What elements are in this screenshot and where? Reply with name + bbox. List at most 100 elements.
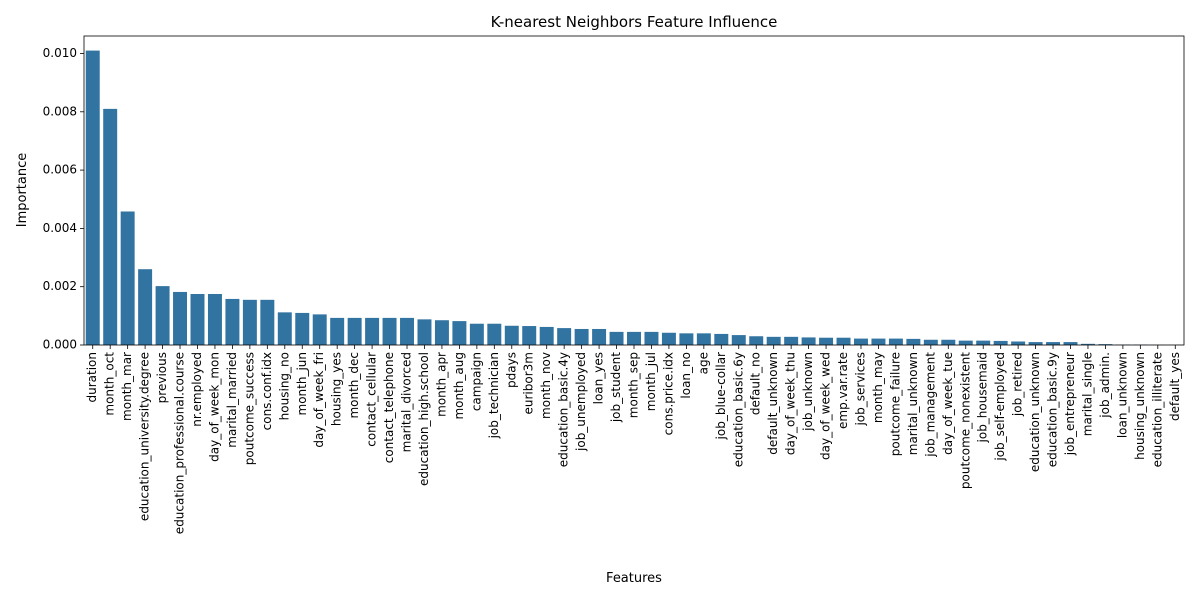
x-tick-label: nr.employed — [190, 352, 204, 427]
bar-cons.price.idx — [662, 333, 676, 345]
x-tick-label: month_oct — [103, 352, 117, 416]
bar-job_unemployed — [575, 329, 589, 345]
bar-poutcome_nonexistent — [959, 341, 973, 345]
x-tick-label: emp.var.rate — [836, 352, 850, 429]
x-tick-label: education_illiterate — [1150, 352, 1164, 467]
x-tick-label: day_of_week_thu — [784, 352, 798, 455]
x-tick-label: housing_yes — [330, 352, 344, 426]
x-tick-label: job_self-employed — [993, 352, 1007, 462]
x-tick-label: job_retired — [1011, 352, 1025, 417]
bar-education_basic.4y — [557, 328, 571, 345]
x-tick-label: cons.conf.idx — [260, 352, 274, 430]
x-tick-label: marital_divorced — [400, 352, 414, 452]
bar-month_jul — [644, 332, 658, 345]
y-axis-label: Importance — [15, 153, 30, 228]
x-tick-label: job_unknown — [801, 352, 815, 432]
bar-duration — [86, 51, 100, 345]
x-tick-label: job_housemaid — [976, 352, 990, 443]
x-tick-label: job_blue-collar — [714, 352, 728, 441]
x-tick-label: month_sep — [627, 352, 641, 418]
x-tick-label: duration — [85, 352, 99, 403]
x-tick-label: campaign — [469, 352, 483, 411]
bar-pdays — [505, 326, 519, 345]
x-tick-label: month_may — [871, 352, 885, 423]
x-tick-label: education_unknown — [1028, 352, 1042, 472]
x-tick-label: education_basic.4y — [557, 352, 571, 467]
bar-month_apr — [435, 320, 449, 345]
bar-day_of_week_wed — [819, 338, 833, 345]
x-tick-label: month_aug — [452, 352, 466, 420]
bar-job_management — [924, 340, 938, 345]
x-tick-label: month_apr — [434, 352, 448, 417]
bar-education_university.degree — [138, 269, 152, 345]
bar-month_aug — [452, 321, 466, 345]
bar-loan_no — [679, 333, 693, 345]
x-tick-label: education_university.degree — [138, 352, 152, 521]
bar-education_basic.9y — [1046, 342, 1060, 345]
x-tick-label: education_high.school — [417, 352, 431, 486]
bar-marital_divorced — [400, 318, 414, 345]
bar-education_professional.course — [173, 292, 187, 345]
bar-month_dec — [348, 318, 362, 345]
bar-education_unknown — [1029, 342, 1043, 345]
bar-age — [697, 333, 711, 345]
x-tick-label: job_technician — [487, 352, 501, 439]
bar-month_mar — [121, 211, 135, 345]
bar-default_unknown — [767, 337, 781, 345]
x-tick-label: age — [696, 352, 710, 374]
x-tick-label: month_jun — [295, 352, 309, 416]
y-tick-label: 0.010 — [43, 46, 77, 60]
bar-job_technician — [487, 324, 501, 345]
x-tick-label: day_of_week_wed — [819, 352, 833, 460]
bar-cons.conf.idx — [260, 300, 274, 345]
y-tick-label: 0.008 — [43, 104, 77, 118]
bar-day_of_week_thu — [784, 337, 798, 345]
x-tick-label: job_unemployed — [574, 352, 588, 452]
x-tick-label: month_mar — [120, 352, 134, 421]
bar-month_sep — [627, 332, 641, 345]
bar-nr.employed — [191, 294, 205, 345]
bar-euribor3m — [522, 326, 536, 345]
bar-contact_telephone — [383, 318, 397, 345]
x-tick-label: job_management — [923, 352, 937, 458]
bar-emp.var.rate — [837, 338, 851, 345]
x-tick-label: marital_unknown — [906, 352, 920, 455]
x-tick-label: loan_no — [679, 352, 693, 399]
bar-job_entrepreneur — [1064, 342, 1078, 345]
x-tick-label: housing_unknown — [1133, 352, 1147, 460]
x-tick-label: previous — [155, 352, 169, 403]
bar-job_services — [854, 339, 868, 345]
x-tick-label: default_no — [749, 352, 763, 415]
x-tick-label: contact_telephone — [382, 352, 396, 463]
x-tick-label: default_unknown — [766, 352, 780, 455]
x-tick-label: default_yes — [1168, 352, 1182, 421]
x-tick-label: job_admin. — [1098, 352, 1112, 419]
bar-month_may — [871, 339, 885, 345]
plot-frame — [84, 36, 1184, 345]
x-tick-label: contact_cellular — [365, 352, 379, 447]
x-tick-label: housing_no — [277, 352, 291, 420]
bar-housing_yes — [330, 318, 344, 345]
bar-marital_married — [225, 299, 239, 345]
bar-previous — [156, 286, 170, 345]
x-tick-label: loan_yes — [592, 352, 606, 404]
x-tick-label: day_of_week_tue — [941, 352, 955, 455]
bar-day_of_week_fri — [313, 314, 327, 345]
x-tick-label: loan_unknown — [1115, 352, 1129, 438]
bar-marital_unknown — [906, 339, 920, 345]
bar-day_of_week_tue — [941, 340, 955, 345]
bar-housing_no — [278, 312, 292, 345]
bar-campaign — [470, 324, 484, 345]
bars-layer — [86, 51, 1183, 345]
x-axis-label: Features — [606, 571, 662, 586]
x-tick-label: poutcome_failure — [888, 352, 902, 456]
bar-poutcome_failure — [889, 339, 903, 345]
y-tick-label: 0.006 — [43, 163, 77, 177]
x-tick-label: education_professional.course — [173, 352, 187, 534]
x-tick-label: job_services — [853, 352, 867, 427]
bar-poutcome_success — [243, 300, 257, 345]
bar-education_basic.6y — [732, 335, 746, 345]
